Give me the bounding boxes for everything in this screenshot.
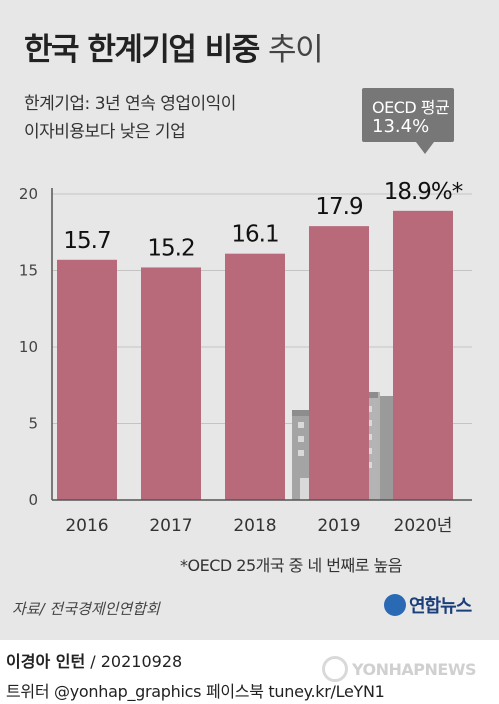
y-tick-label: 15	[19, 262, 38, 280]
bar	[393, 210, 453, 500]
bar-value-label: 15.7	[63, 228, 110, 254]
chart-subtitle: 한계기업: 3년 연속 영업이익이 이자비용보다 낮은 기업	[24, 90, 236, 146]
bar-value-label: 17.9	[315, 194, 363, 220]
credit-date: / 20210928	[85, 652, 183, 671]
subtitle-line-2: 이자비용보다 낮은 기업	[24, 122, 186, 142]
x-tick-label: 2017	[149, 516, 192, 536]
y-tick-label: 5	[28, 415, 38, 433]
title-light: 추이	[268, 32, 324, 68]
watermark-circle-icon	[322, 656, 348, 682]
footnote: *OECD 25개국 중 네 번째로 높음	[180, 556, 402, 575]
logo-text: 연합뉴스	[409, 596, 472, 617]
bar	[141, 267, 201, 500]
bars	[57, 210, 453, 500]
y-tick-label: 0	[28, 491, 38, 509]
bar	[57, 259, 117, 500]
x-tick-label: 2018	[233, 516, 276, 536]
social-handles: 트위터 @yonhap_graphics 페이스북 tuney.kr/LeYN1	[6, 682, 385, 701]
y-tick-label: 10	[19, 338, 38, 356]
oecd-average-callout: OECD 평균 13.4%	[362, 88, 454, 154]
bar-value-label: 15.2	[147, 235, 194, 261]
bar-value-label: 16.1	[231, 222, 278, 248]
credit-line: 이경아 인턴 / 20210928	[6, 648, 182, 672]
source-note: 자료/ 전국경제인연합회	[12, 600, 160, 618]
callout-value: 13.4%	[372, 116, 430, 137]
yonhap-logo: 연합뉴스	[384, 592, 472, 618]
watermark-text: YONHAPNEWS	[352, 659, 477, 679]
y-tick-label: 20	[19, 185, 38, 203]
bar	[225, 253, 285, 500]
x-tick-label: 2020년	[394, 516, 453, 536]
chart-title: 한국 한계기업 비중 추이	[24, 24, 324, 69]
bar	[309, 226, 369, 500]
x-tick-label: 2019	[317, 516, 360, 536]
subtitle-line-1: 한계기업: 3년 연속 영업이익이	[24, 94, 236, 114]
watermark: YONHAPNEWS	[322, 656, 477, 682]
logo-mark-icon	[384, 594, 406, 616]
value-labels: 15.7 15.2 16.1 17.9 18.9%*	[63, 179, 463, 262]
callout-label: OECD 평균	[372, 98, 450, 117]
credit-author: 이경아 인턴	[6, 652, 86, 671]
title-main: 한국 한계기업 비중	[24, 32, 260, 68]
infographic-card: 한국 한계기업 비중 추이 한계기업: 3년 연속 영업이익이 이자비용보다 낮…	[0, 0, 499, 640]
bar-value-label: 18.9%*	[384, 179, 463, 205]
bar-chart: 15.7 15.2 16.1 17.9 18.9%* 0 5 10 15 20 2016 2017 2…	[19, 179, 472, 536]
axes: 0 5 10 15 20 2016 2017 2018 2019 2020년	[19, 185, 472, 536]
x-tick-label: 2016	[65, 516, 108, 536]
